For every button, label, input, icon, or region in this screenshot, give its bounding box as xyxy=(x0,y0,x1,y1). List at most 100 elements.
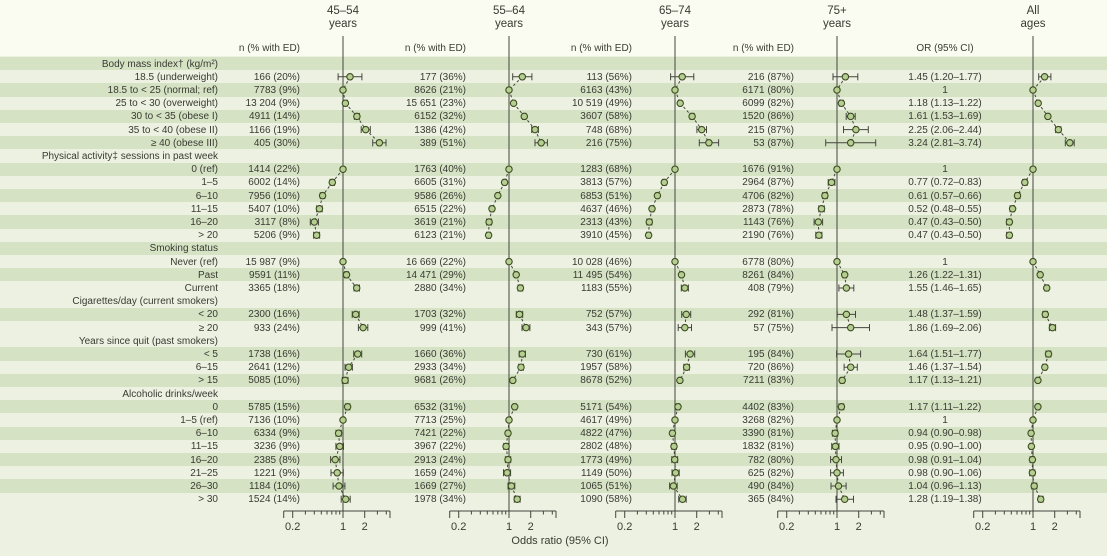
forest-point xyxy=(375,139,384,147)
row-stripe xyxy=(0,400,1107,414)
axis-tick-label: 1 xyxy=(1030,521,1036,533)
forest-point xyxy=(510,403,519,411)
n-percent-value: 1143 (76%) xyxy=(743,216,794,228)
n-percent-value: 1978 (34%) xyxy=(414,494,466,506)
forest-point xyxy=(670,455,679,464)
forest-point xyxy=(1029,416,1037,424)
row-stripe xyxy=(0,268,1107,282)
axis-tick-label: 1 xyxy=(672,521,678,533)
n-percent-value: 15 651 (23%) xyxy=(405,98,466,110)
forest-point xyxy=(842,310,851,319)
n-percent-value: 3967 (22%) xyxy=(414,441,466,453)
forest-point xyxy=(697,125,706,134)
n-percent-value: 752 (57%) xyxy=(585,309,632,321)
row-label: 18.5 (underweight) xyxy=(134,71,218,83)
age-unit: years xyxy=(328,18,358,30)
n-percent-value: 6334 (9%) xyxy=(253,428,300,440)
n-percent-value: 7136 (10%) xyxy=(248,414,300,426)
or-ci-value: 0.98 (0.91–1.04) xyxy=(908,454,982,466)
forest-point xyxy=(504,455,512,464)
axis-tick-label: 0.2 xyxy=(451,521,466,533)
forest-point xyxy=(1041,310,1050,319)
forest-point xyxy=(688,112,696,121)
n-percent-value: 2300 (16%) xyxy=(248,309,300,321)
forest-point xyxy=(352,284,361,292)
n-percent-value: 2385 (8%) xyxy=(253,454,300,466)
forest-point xyxy=(831,442,840,451)
forest-point xyxy=(353,350,362,358)
row-stripe xyxy=(0,57,1107,71)
n-percent-value: 292 (81%) xyxy=(747,309,794,321)
n-percent-value: 166 (20%) xyxy=(253,71,300,83)
forest-point xyxy=(1054,125,1063,134)
n-percent-value: 3619 (21%) xyxy=(414,216,466,228)
row-stripe xyxy=(0,83,1107,97)
forest-point xyxy=(846,112,855,121)
row-label: 18.5 to < 25 (normal; ref) xyxy=(107,84,218,96)
forest-point xyxy=(353,112,361,121)
n-percent-value: 1183 (55%) xyxy=(581,282,632,294)
axis-tick-label: 2 xyxy=(528,521,534,533)
forest-point xyxy=(846,139,855,147)
age-unit: years xyxy=(660,18,690,30)
n-percent-value: 14 471 (29%) xyxy=(405,269,466,281)
group-header: Smoking status xyxy=(149,243,218,255)
forest-point xyxy=(341,376,349,385)
forest-point xyxy=(852,125,860,134)
n-percent-value: 3607 (58%) xyxy=(580,111,632,123)
forest-point xyxy=(674,403,682,411)
forest-point xyxy=(681,284,689,292)
n-percent-value: 9681 (26%) xyxy=(414,375,466,387)
forest-point xyxy=(351,310,360,319)
forest-point xyxy=(833,257,841,266)
n-percent-value: 215 (87%) xyxy=(747,124,794,136)
forest-point xyxy=(671,416,679,424)
forest-point xyxy=(645,218,654,226)
or-ci-value: 1 xyxy=(942,414,948,426)
forest-point xyxy=(520,112,529,121)
n-percent-value: 6152 (32%) xyxy=(414,111,466,123)
n-percent-value: 1669 (27%) xyxy=(414,480,466,492)
n-percent-value: 3390 (81%) xyxy=(742,428,794,440)
n-percent-value: 365 (84%) xyxy=(747,494,794,506)
forest-point xyxy=(815,231,823,239)
forest-point xyxy=(522,323,530,332)
forest-point xyxy=(681,323,689,332)
or-ci-value: 0.47 (0.43–0.50) xyxy=(908,230,982,242)
forest-point xyxy=(1036,271,1044,279)
n-percent-value: 1660 (36%) xyxy=(414,348,466,360)
group-header: Cigarettes/day (current smokers) xyxy=(72,296,218,308)
n-percent-value: 1524 (14%) xyxy=(248,494,300,506)
forest-point xyxy=(494,191,502,200)
n-percent-value: 5206 (9%) xyxy=(253,230,300,242)
axis-tick-label: 1 xyxy=(506,521,512,533)
forest-point xyxy=(1034,403,1042,411)
n-percent-value: 6163 (43%) xyxy=(580,84,632,96)
n-percent-value: 6778 (80%) xyxy=(742,256,794,268)
n-percent-value: 6605 (31%) xyxy=(414,177,466,189)
row-label: > 15 xyxy=(198,375,218,387)
forest-point xyxy=(537,139,545,147)
forest-point xyxy=(485,218,493,226)
axis-tick-label: 2 xyxy=(694,521,700,533)
row-label: 21–25 xyxy=(190,467,218,479)
n-percent-value: 11 495 (54%) xyxy=(572,269,632,281)
n-percent-value: 2641 (12%) xyxy=(248,362,300,374)
forest-point xyxy=(1066,139,1074,147)
forest-point xyxy=(676,376,684,385)
forest-point xyxy=(648,205,656,213)
n-percent-value: 16 669 (22%) xyxy=(405,256,466,268)
forest-point xyxy=(833,416,841,424)
group-header: Alcoholic drinks/week xyxy=(122,388,218,400)
or-ci-value: 2.25 (2.06–2.44) xyxy=(908,124,982,136)
or-ci-value: 1.64 (1.51–1.77) xyxy=(908,348,982,360)
n-percent-value: 5085 (10%) xyxy=(248,375,300,387)
forest-point xyxy=(531,125,539,134)
row-label: ≥ 40 (obese III) xyxy=(150,137,218,149)
n-percent-value: 4637 (46%) xyxy=(580,203,632,215)
forest-point xyxy=(1005,231,1014,239)
forest-point xyxy=(505,165,513,173)
age-range: 45–54 xyxy=(327,5,359,17)
forest-point xyxy=(488,205,496,213)
